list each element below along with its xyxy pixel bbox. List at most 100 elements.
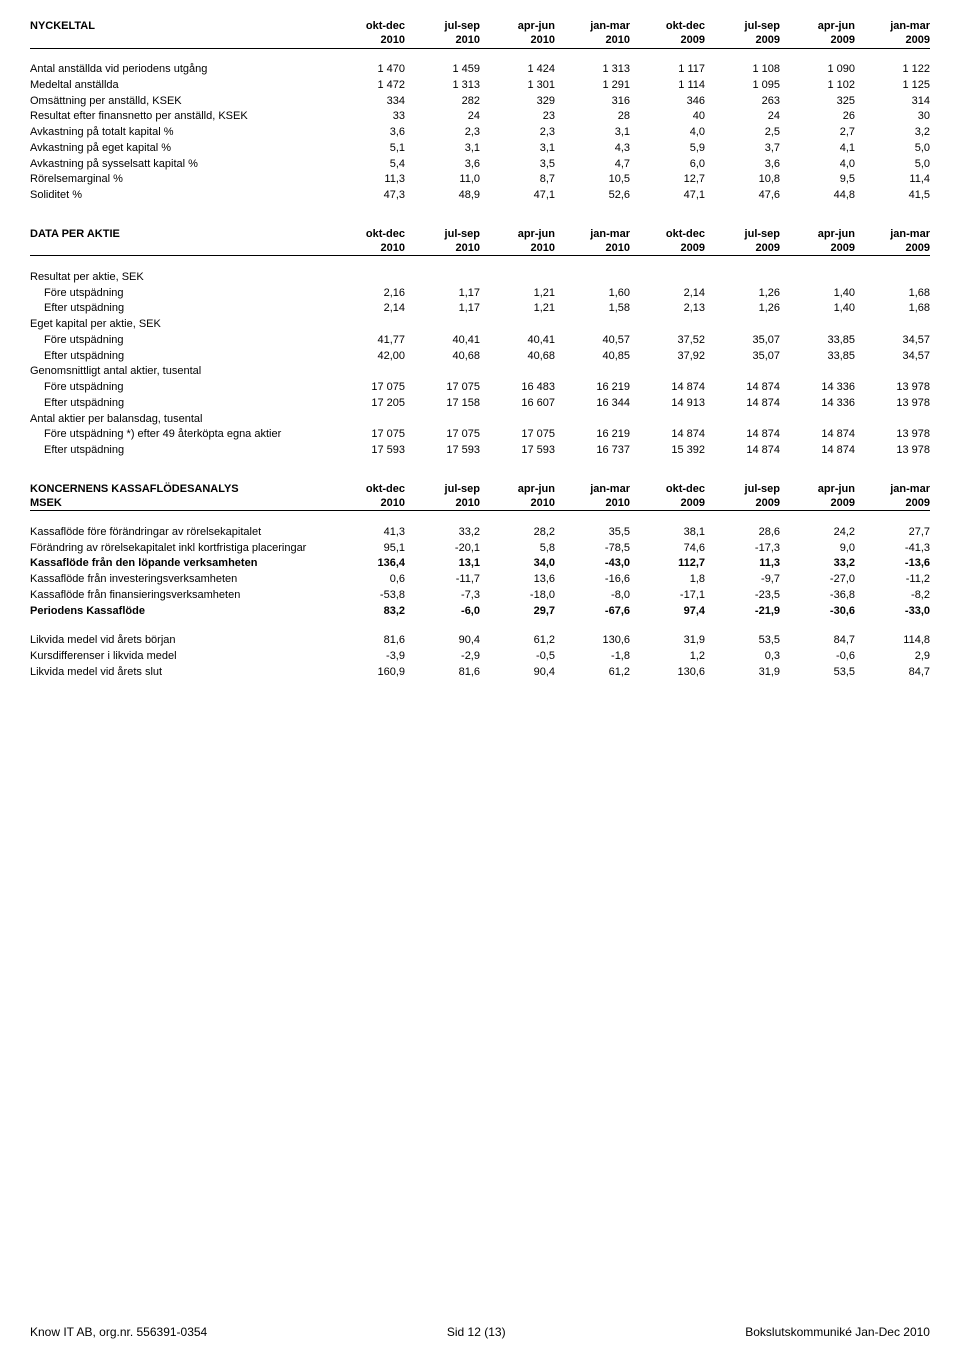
row-value <box>705 270 780 286</box>
row-value: 40,41 <box>480 333 555 349</box>
row-value: 95,1 <box>330 541 405 557</box>
row-label: MSEK <box>30 497 330 511</box>
table-row: Soliditet %47,348,947,152,647,147,644,84… <box>30 188 930 204</box>
row-value <box>555 412 630 428</box>
row-value: 14 336 <box>780 396 855 412</box>
row-value <box>780 412 855 428</box>
group-header-row: Resultat per aktie, SEK <box>30 270 930 286</box>
row-value: okt-dec <box>330 228 405 242</box>
row-value: 33,2 <box>405 525 480 541</box>
section-header-row: NYCKELTALokt-decjul-sepapr-junjan-marokt… <box>30 20 930 34</box>
row-value: 17 205 <box>330 396 405 412</box>
row-value: 5,0 <box>855 141 930 157</box>
row-label: Antal aktier per balansdag, tusental <box>30 412 330 428</box>
row-value: 14 913 <box>630 396 705 412</box>
row-value: okt-dec <box>630 20 705 34</box>
row-value: 13 978 <box>855 443 930 459</box>
row-value <box>780 317 855 333</box>
group-header-row: Antal aktier per balansdag, tusental <box>30 412 930 428</box>
row-value: 2010 <box>330 497 405 511</box>
row-label: Efter utspädning <box>30 396 330 412</box>
row-label: Likvida medel vid årets början <box>30 633 330 649</box>
row-value: 52,6 <box>555 188 630 204</box>
row-value: 1,40 <box>780 301 855 317</box>
table-row: Kassaflöde från finansieringsverksamhete… <box>30 588 930 604</box>
row-value <box>405 317 480 333</box>
row-value: 5,1 <box>330 141 405 157</box>
row-value: 40,85 <box>555 349 630 365</box>
row-value: 97,4 <box>630 604 705 620</box>
row-value: 334 <box>330 94 405 110</box>
row-value: 30 <box>855 109 930 125</box>
row-value: 81,6 <box>405 665 480 681</box>
row-value: 1 114 <box>630 78 705 94</box>
row-label: Medeltal anställda <box>30 78 330 94</box>
row-value: 17 075 <box>330 380 405 396</box>
row-label: Före utspädning <box>30 286 330 302</box>
row-value: 17 075 <box>480 427 555 443</box>
row-value: jan-mar <box>555 483 630 497</box>
row-value <box>330 412 405 428</box>
row-value: 2010 <box>330 34 405 48</box>
row-value: 14 336 <box>780 380 855 396</box>
row-value: jul-sep <box>405 20 480 34</box>
row-value <box>780 364 855 380</box>
row-value: 2009 <box>705 34 780 48</box>
row-value: 16 344 <box>555 396 630 412</box>
row-label: NYCKELTAL <box>30 20 330 34</box>
row-value: 26 <box>780 109 855 125</box>
kassaflode-table: KONCERNENS KASSAFLÖDESANALYSokt-decjul-s… <box>30 483 930 681</box>
row-value: 34,57 <box>855 349 930 365</box>
row-value: 4,0 <box>780 157 855 173</box>
row-value: 53,5 <box>780 665 855 681</box>
table-row: Medeltal anställda1 4721 3131 3011 2911 … <box>30 78 930 94</box>
row-value: -23,5 <box>705 588 780 604</box>
row-value: 2,14 <box>330 301 405 317</box>
row-value: 282 <box>405 94 480 110</box>
row-value: -8,2 <box>855 588 930 604</box>
row-value: 84,7 <box>855 665 930 681</box>
row-value: apr-jun <box>480 228 555 242</box>
section-header-row: MSEK20102010201020102009200920092009 <box>30 497 930 511</box>
row-value: 5,4 <box>330 157 405 173</box>
section-header-row: 20102010201020102009200920092009 <box>30 34 930 48</box>
row-value: -78,5 <box>555 541 630 557</box>
row-value: 24 <box>705 109 780 125</box>
row-label: Resultat per aktie, SEK <box>30 270 330 286</box>
row-value: apr-jun <box>480 20 555 34</box>
row-value: 2,3 <box>405 125 480 141</box>
table-row: Förändring av rörelsekapitalet inkl kort… <box>30 541 930 557</box>
table-row: Likvida medel vid årets början81,690,461… <box>30 633 930 649</box>
row-label: KONCERNENS KASSAFLÖDESANALYS <box>30 483 330 497</box>
row-value: 28 <box>555 109 630 125</box>
group-header-row: Genomsnittligt antal aktier, tusental <box>30 364 930 380</box>
table-row: Efter utspädning2,141,171,211,582,131,26… <box>30 301 930 317</box>
row-value: 8,7 <box>480 172 555 188</box>
row-value: apr-jun <box>780 228 855 242</box>
row-value: 263 <box>705 94 780 110</box>
row-value: 1,68 <box>855 301 930 317</box>
group-header-row: Eget kapital per aktie, SEK <box>30 317 930 333</box>
row-value: -41,3 <box>855 541 930 557</box>
nyckeltal-table: NYCKELTALokt-decjul-sepapr-junjan-marokt… <box>30 20 930 204</box>
row-value: 1 102 <box>780 78 855 94</box>
row-value: 16 607 <box>480 396 555 412</box>
row-value: 16 737 <box>555 443 630 459</box>
row-value: jul-sep <box>705 228 780 242</box>
row-value: -6,0 <box>405 604 480 620</box>
row-value: 47,6 <box>705 188 780 204</box>
row-value: jan-mar <box>555 20 630 34</box>
row-value: 2009 <box>855 497 930 511</box>
row-value <box>330 364 405 380</box>
row-value: 3,7 <box>705 141 780 157</box>
table-row: Antal anställda vid periodens utgång1 47… <box>30 62 930 78</box>
row-value: 17 075 <box>330 427 405 443</box>
row-value: 1,26 <box>705 301 780 317</box>
row-value: 53,5 <box>705 633 780 649</box>
row-value: 13 978 <box>855 396 930 412</box>
row-value: 24,2 <box>780 525 855 541</box>
row-value: 3,6 <box>705 157 780 173</box>
row-value: -0,5 <box>480 649 555 665</box>
row-value: 2009 <box>630 242 705 256</box>
row-value: -17,3 <box>705 541 780 557</box>
